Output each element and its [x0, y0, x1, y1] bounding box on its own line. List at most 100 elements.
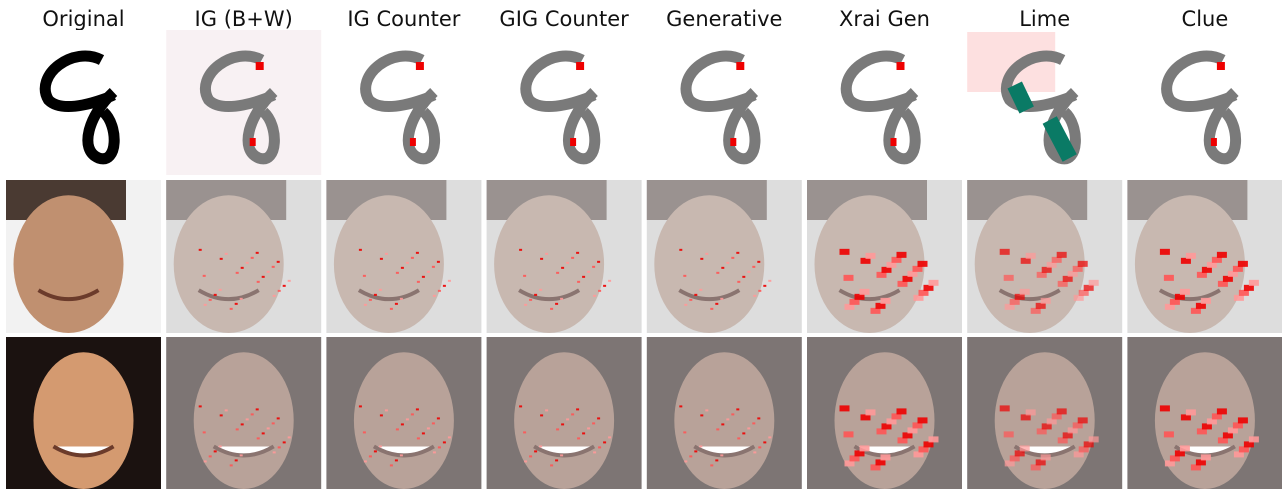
attr-mark — [929, 280, 939, 286]
column-title: Original — [42, 7, 124, 31]
attr-mark — [866, 409, 876, 415]
attr-mark — [241, 423, 244, 425]
attr-mark — [731, 257, 734, 259]
attr-mark — [603, 285, 606, 287]
attr-mark — [246, 418, 249, 420]
attr-mark — [897, 252, 907, 258]
face — [194, 352, 294, 489]
attr-mark — [267, 427, 270, 429]
attr-mark — [603, 441, 606, 443]
attr-mark — [385, 253, 388, 255]
column-title: GIG Counter — [499, 7, 629, 31]
attr-mark — [710, 308, 713, 310]
attr-mark — [742, 432, 745, 434]
attr-mark — [679, 405, 682, 407]
attr-mark — [561, 267, 564, 269]
attr-mark — [763, 441, 766, 443]
attr-mark — [220, 414, 223, 416]
attr-mark — [897, 62, 905, 70]
attr-mark — [256, 62, 264, 70]
attr-mark — [561, 423, 564, 425]
face-panel — [1127, 337, 1282, 489]
attr-mark — [519, 405, 522, 407]
attr-mark — [694, 294, 697, 296]
face — [34, 352, 134, 489]
attr-mark — [1186, 253, 1196, 259]
attr-mark — [1026, 409, 1036, 415]
face — [815, 195, 925, 333]
attr-mark — [555, 303, 558, 305]
attr-mark — [582, 432, 585, 434]
attr-mark — [918, 261, 928, 267]
face-panel — [326, 337, 481, 489]
attr-mark — [1026, 253, 1036, 259]
attr-mark — [540, 258, 543, 260]
attr-mark — [593, 295, 596, 297]
attr-mark — [529, 299, 532, 301]
digit-panel — [6, 30, 161, 175]
attr-mark — [679, 249, 682, 251]
attr-mark — [1041, 298, 1051, 304]
attr-mark — [710, 464, 713, 466]
attr-mark — [726, 418, 729, 420]
attr-mark — [752, 266, 755, 268]
column-title: IG Counter — [347, 7, 460, 31]
face — [975, 195, 1085, 333]
attr-mark — [235, 459, 238, 461]
attr-mark — [1217, 62, 1225, 70]
attr-mark — [380, 258, 383, 260]
attr-mark — [400, 298, 403, 300]
attr-mark — [380, 414, 383, 416]
attr-mark — [225, 253, 228, 255]
attr-mark — [1249, 280, 1259, 286]
attr-mark — [219, 289, 222, 291]
attr-mark — [570, 138, 576, 146]
attr-mark — [730, 138, 736, 146]
attr-mark — [1089, 436, 1099, 442]
attr-mark — [209, 299, 212, 301]
attr-mark — [416, 408, 419, 410]
attr-mark — [757, 261, 760, 263]
digit-panel — [166, 30, 321, 175]
attr-mark — [272, 422, 275, 424]
attr-mark — [758, 290, 761, 292]
attr-mark — [1041, 454, 1051, 460]
attr-mark — [737, 437, 740, 439]
attr-mark — [433, 295, 436, 297]
attr-mark — [716, 272, 719, 274]
attr-mark — [539, 289, 542, 291]
attr-mark — [422, 276, 425, 278]
column-title: IG (B+W) — [195, 7, 293, 31]
face — [14, 195, 124, 333]
attr-mark — [256, 408, 259, 410]
attr-mark — [545, 253, 548, 255]
attr-mark — [235, 303, 238, 305]
attr-mark — [860, 445, 870, 451]
attr-mark — [209, 455, 212, 457]
attr-mark — [592, 266, 595, 268]
attr-mark — [256, 252, 259, 254]
face — [334, 195, 444, 333]
column-title: Generative — [666, 7, 782, 31]
attr-mark — [410, 138, 416, 146]
face — [514, 352, 614, 489]
attr-mark — [736, 252, 739, 254]
face-panel — [967, 180, 1122, 333]
attr-mark — [1238, 261, 1248, 267]
attr-mark — [592, 422, 595, 424]
attr-mark — [448, 280, 451, 282]
attr-mark — [267, 271, 270, 273]
attr-mark — [1000, 405, 1010, 411]
attr-mark — [1211, 138, 1217, 146]
attr-mark — [390, 464, 393, 466]
attr-mark — [608, 280, 611, 282]
attr-mark — [540, 414, 543, 416]
attr-mark — [684, 460, 687, 462]
attr-mark — [881, 298, 891, 304]
attr-mark — [742, 276, 745, 278]
attr-mark — [257, 437, 260, 439]
attr-mark — [881, 454, 891, 460]
attr-mark — [288, 280, 291, 282]
attr-mark — [395, 459, 398, 461]
attr-mark — [359, 405, 362, 407]
